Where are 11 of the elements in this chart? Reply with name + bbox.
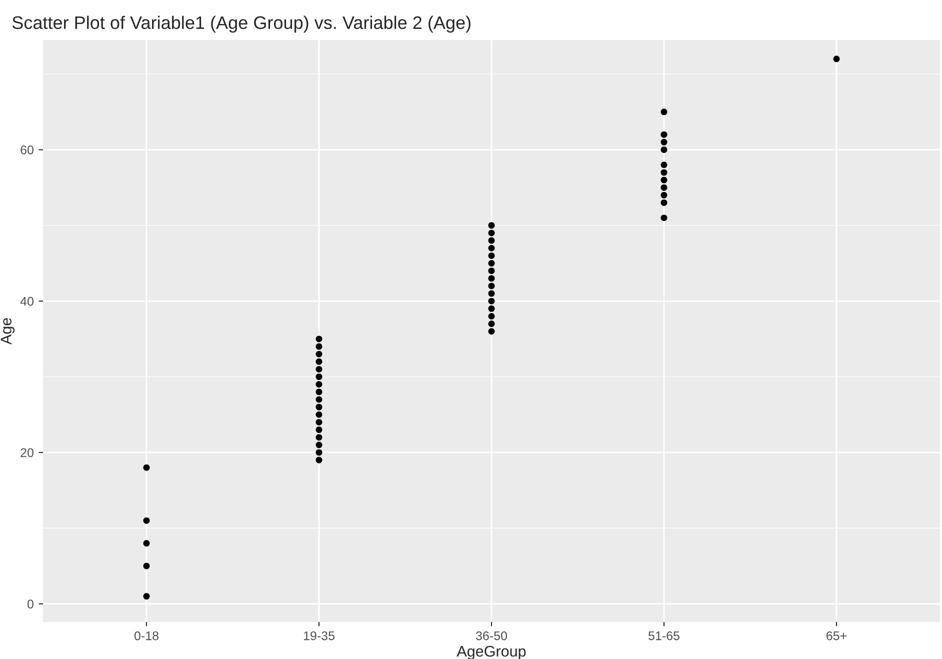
x-tick-label: 0-18 xyxy=(134,631,158,640)
x-tick-label: 51-65 xyxy=(648,631,680,640)
x-tick-label: 19-35 xyxy=(304,631,334,640)
y-tick-label: 60 xyxy=(20,146,34,154)
chart-title: Scatter Plot of Variable1 (Age Group) vs. Variable 2 (Age) xyxy=(12,16,470,33)
x-tick-label: 36-50 xyxy=(476,631,507,640)
y-tick-label: 40 xyxy=(20,296,34,306)
x-tick-label: 65+ xyxy=(826,631,846,640)
y-axis-title: Age xyxy=(0,318,15,345)
y-tick-label: 0 xyxy=(28,600,34,608)
y-tick-label: 20 xyxy=(20,448,34,458)
